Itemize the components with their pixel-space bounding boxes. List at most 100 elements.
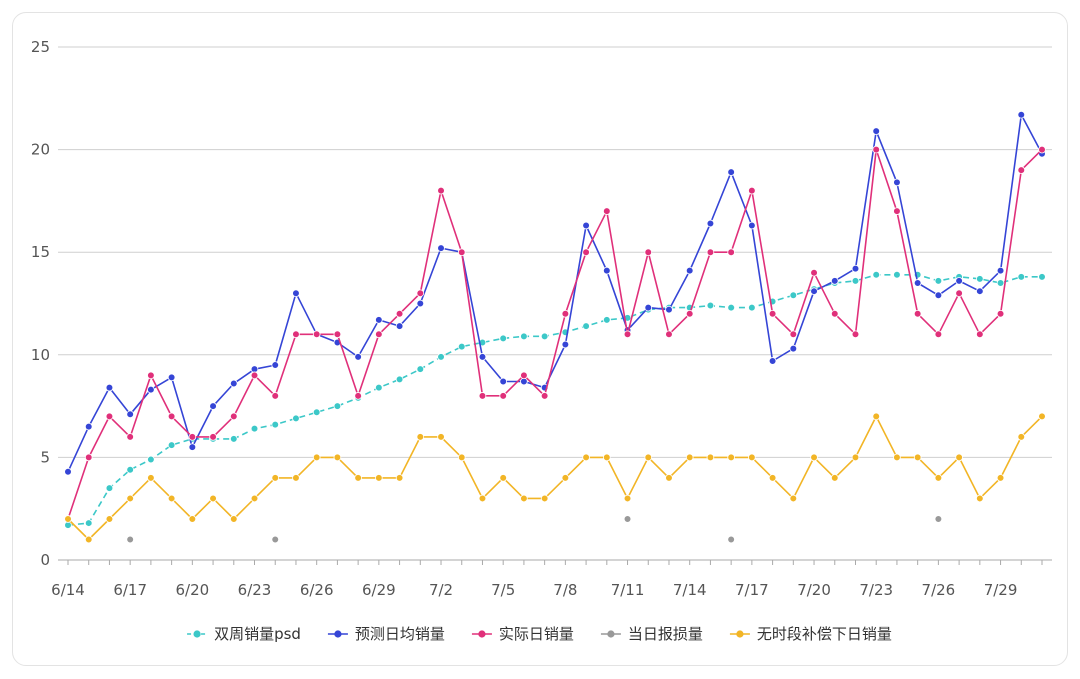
data-point [665,330,673,339]
data-point [748,186,756,195]
legend[interactable]: 双周销量psd 预测日均销量 实际日销量 当日报损量 无时段补偿下日销量 [187,625,892,643]
legend-item[interactable]: 当日报损量 [600,625,703,643]
data-point [706,453,715,462]
data-point [727,535,735,544]
data-point [126,433,134,441]
y-tick-label: 25 [31,38,50,56]
legend-item[interactable]: 实际日销量 [471,625,574,643]
data-point [976,275,984,283]
legend-swatch-dot [607,630,615,638]
data-point [561,474,570,482]
data-point [292,289,300,298]
data-point [893,178,901,187]
data-point [64,467,72,476]
data-point [851,330,860,339]
data-point [1017,110,1026,119]
data-point [913,279,922,287]
data-point [437,433,445,441]
data-point [872,270,881,279]
x-tick-label: 6/29 [362,581,396,599]
data-point [727,453,735,462]
data-point [499,474,507,482]
legend-label: 预测日均销量 [355,625,445,643]
data-point [644,303,653,312]
data-point [1017,166,1026,174]
data-point [851,264,860,273]
data-point [229,515,238,523]
data-point [789,330,798,339]
data-point [395,474,404,482]
data-point [395,322,404,330]
data-point [748,303,756,312]
data-point [810,287,818,295]
x-tick-label: 7/11 [611,581,645,599]
data-point [934,330,943,339]
data-point [375,474,383,482]
data-point [375,330,383,339]
data-point [354,392,362,400]
data-point [395,309,404,318]
data-point [603,266,611,275]
x-tick-label: 7/14 [673,581,707,599]
data-point [706,248,715,257]
data-point [499,377,507,386]
data-point [603,207,611,215]
data-point [685,309,694,318]
data-point [271,361,280,369]
x-tick-label: 6/20 [175,581,209,599]
data-point [147,371,155,380]
data-point [1017,433,1026,441]
x-tick-label: 7/8 [553,581,577,599]
series-2 [64,145,1046,523]
x-tick-label: 7/26 [922,581,956,599]
legend-item[interactable]: 无时段补偿下日销量 [729,625,892,643]
data-point [644,248,653,257]
data-point [1038,273,1046,281]
data-point [292,474,300,482]
data-point [851,453,860,462]
data-point [706,219,715,228]
data-point [416,299,425,308]
x-tick-label: 7/20 [797,581,831,599]
legend-label: 当日报损量 [628,625,703,643]
data-point [499,392,507,400]
data-point [312,330,321,339]
data-point [685,266,694,275]
data-point [934,291,943,300]
data-point [375,383,383,392]
data-point [996,474,1005,482]
data-point [830,474,839,482]
series-0 [64,270,1046,529]
data-point [976,494,984,503]
legend-label: 实际日销量 [499,625,574,643]
legend-item[interactable]: 双周销量psd [187,625,301,643]
data-point [623,494,632,503]
data-point [188,443,197,451]
data-point [768,474,777,482]
data-point [623,515,632,523]
data-point [1038,145,1046,154]
data-point [105,515,114,523]
x-axis: 6/14 6/17 6/20 6/23 6/26 6/29 7/2 7/5 7/8 7/11 7/1… [51,559,1052,599]
data-point [437,244,445,252]
data-point [188,515,197,523]
data-point [84,422,93,431]
data-point [893,453,901,462]
data-point [1017,273,1026,281]
data-point [354,353,362,361]
legend-label: 双周销量psd [214,625,301,643]
data-point [727,303,735,312]
legend-item[interactable]: 预测日均销量 [327,625,445,643]
data-point [996,266,1005,275]
data-point [395,375,404,384]
data-point [913,309,922,318]
data-point [955,289,963,298]
data-point [582,221,590,230]
data-point [789,494,798,503]
data-point [437,186,445,195]
data-point [64,515,72,523]
data-point [540,392,549,400]
data-point [499,334,507,343]
data-point [147,455,155,464]
x-tick-label: 6/14 [51,581,85,599]
